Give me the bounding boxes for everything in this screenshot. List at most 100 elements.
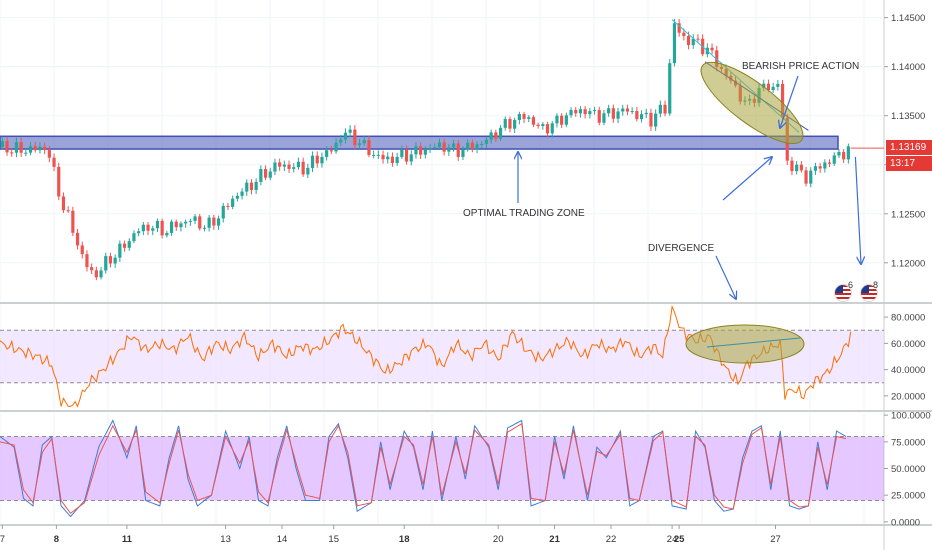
candlestick[interactable] (146, 224, 150, 231)
candlestick[interactable] (207, 217, 211, 228)
candlestick[interactable] (447, 147, 451, 152)
candlestick[interactable] (832, 155, 836, 164)
candlestick[interactable] (658, 104, 662, 114)
candlestick[interactable] (301, 161, 305, 175)
candlestick[interactable] (795, 164, 799, 172)
candlestick[interactable] (386, 156, 390, 160)
candlestick[interactable] (527, 117, 531, 119)
candlestick[interactable] (837, 151, 841, 156)
candlestick[interactable] (137, 231, 141, 234)
candlestick[interactable] (0, 141, 4, 148)
candlestick[interactable] (639, 114, 644, 120)
highlight-ellipse[interactable] (685, 324, 805, 364)
candlestick[interactable] (362, 139, 366, 144)
candlestick[interactable] (691, 38, 695, 46)
candlestick[interactable] (813, 166, 818, 171)
candlestick[interactable] (198, 216, 202, 229)
candlestick[interactable] (19, 142, 23, 153)
candlestick[interactable] (306, 167, 310, 175)
candlestick[interactable] (682, 32, 686, 36)
candlestick[interactable] (357, 143, 362, 146)
candlestick[interactable] (80, 245, 84, 255)
candlestick[interactable] (677, 23, 681, 33)
candlestick[interactable] (235, 195, 239, 199)
candlestick[interactable] (372, 154, 376, 156)
trend-line[interactable] (706, 337, 801, 348)
candlestick[interactable] (818, 166, 822, 169)
candlestick[interactable] (381, 154, 385, 160)
candlestick[interactable] (842, 151, 846, 160)
candlestick[interactable] (517, 114, 521, 120)
annotation-arrow[interactable] (715, 255, 736, 299)
candlestick[interactable] (461, 149, 465, 157)
candlestick[interactable] (47, 150, 51, 158)
candlestick[interactable] (790, 160, 794, 172)
candlestick[interactable] (442, 142, 446, 152)
candlestick[interactable] (480, 143, 484, 145)
candlestick[interactable] (343, 132, 348, 140)
candlestick[interactable] (348, 129, 352, 133)
candlestick[interactable] (423, 149, 427, 155)
candlestick[interactable] (278, 162, 282, 167)
candlestick[interactable] (630, 111, 634, 113)
us-flag-icon[interactable] (860, 284, 878, 302)
candlestick[interactable] (428, 148, 432, 150)
candlestick[interactable] (376, 154, 380, 156)
candlestick[interactable] (846, 146, 850, 160)
candlestick[interactable] (597, 110, 601, 123)
candlestick[interactable] (531, 117, 536, 125)
candlestick[interactable] (710, 47, 714, 51)
candlestick[interactable] (654, 113, 658, 127)
candlestick[interactable] (165, 232, 169, 236)
candlestick[interactable] (395, 156, 399, 163)
candlestick[interactable] (489, 132, 493, 140)
candlestick[interactable] (607, 108, 611, 114)
candlestick[interactable] (804, 170, 808, 184)
candlestick[interactable] (240, 191, 244, 196)
candlestick[interactable] (823, 162, 827, 169)
candlestick[interactable] (390, 156, 395, 163)
candlestick[interactable] (216, 218, 221, 226)
candlestick[interactable] (578, 109, 583, 114)
candlestick[interactable] (249, 182, 254, 190)
candlestick[interactable] (475, 144, 479, 150)
candlestick[interactable] (696, 38, 700, 40)
candlestick[interactable] (545, 124, 550, 134)
highlight-ellipse[interactable] (690, 50, 813, 157)
candlestick[interactable] (625, 108, 630, 112)
candlestick[interactable] (202, 227, 207, 229)
candlestick[interactable] (43, 146, 47, 151)
candlestick[interactable] (592, 110, 597, 112)
candlestick[interactable] (451, 143, 456, 148)
candlestick[interactable] (104, 256, 108, 271)
candlestick[interactable] (188, 220, 192, 222)
candlestick[interactable] (470, 142, 474, 150)
candlestick[interactable] (503, 119, 507, 128)
us-flag-icon[interactable] (834, 284, 852, 302)
candlestick[interactable] (583, 109, 587, 115)
candlestick[interactable] (10, 152, 14, 154)
candlestick[interactable] (484, 139, 489, 144)
annotation-arrow[interactable] (722, 157, 772, 201)
candlestick[interactable] (282, 164, 286, 167)
candlestick[interactable] (38, 146, 42, 151)
candlestick[interactable] (99, 270, 103, 278)
annotation-arrow[interactable] (780, 75, 799, 128)
candlestick[interactable] (57, 166, 61, 197)
candlestick[interactable] (231, 198, 235, 207)
candlestick[interactable] (771, 86, 775, 91)
candlestick[interactable] (325, 150, 329, 157)
annotation-arrow[interactable] (854, 156, 861, 264)
candlestick[interactable] (94, 270, 98, 278)
candlestick[interactable] (75, 232, 80, 246)
candlestick[interactable] (193, 216, 197, 221)
candlestick[interactable] (513, 119, 517, 129)
candlestick[interactable] (766, 83, 771, 91)
candlestick[interactable] (663, 104, 667, 114)
candlestick[interactable] (141, 224, 145, 232)
candlestick[interactable] (212, 217, 216, 226)
candlestick[interactable] (273, 162, 277, 172)
candlestick[interactable] (827, 162, 832, 164)
candlestick[interactable] (132, 233, 136, 242)
